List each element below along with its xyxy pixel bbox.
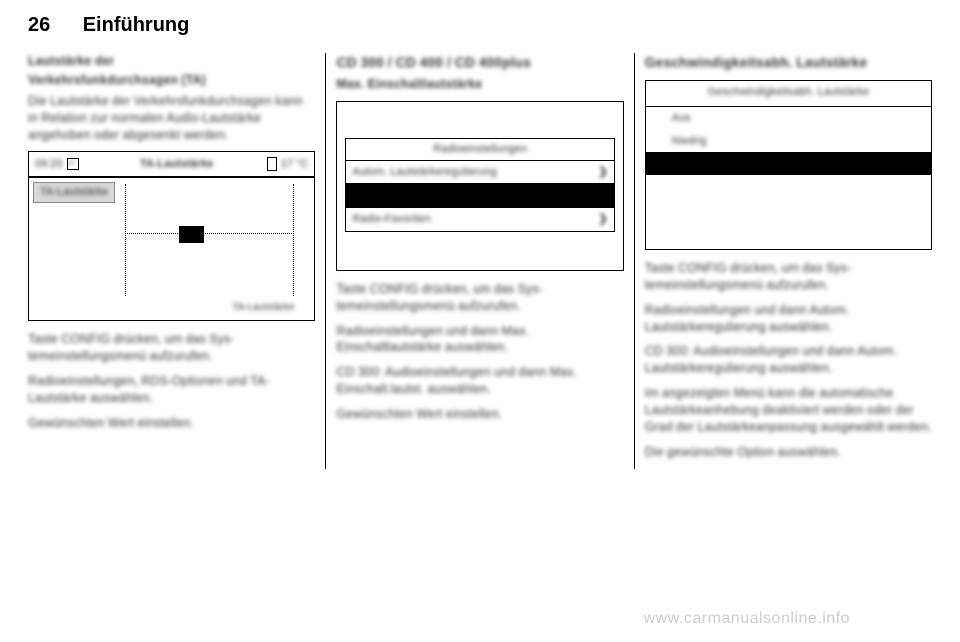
menu-title: Geschwindigkeitsabh. Lautstärke — [646, 81, 931, 107]
col1-text-2: Taste CONFIG drücken, um das Sys­temeins… — [28, 331, 315, 365]
col1-text-3: Radioeinstellungen, RDS-Optionen und TA-… — [28, 373, 315, 407]
radio-label: Mittel — [672, 156, 698, 171]
col1-subhead-2: Verkehrsfunkdurchsagen (TA) — [28, 72, 315, 89]
menu-item[interactable]: Max. Einschaltlautstärke ❯ — [346, 183, 613, 207]
col2-head: CD 300 / CD 400 / CD 400plus — [336, 53, 623, 72]
axis-mid — [125, 233, 294, 234]
column-1: Lautstärke der Verkehrsfunkdurchsagen (T… — [28, 53, 326, 469]
col3-text-1: Taste CONFIG drücken, um das Sys­temeins… — [645, 260, 932, 294]
time-label: 09:20 — [35, 157, 63, 172]
menu-item[interactable]: Autom. Lautstärkeregulierung ❯ — [346, 161, 613, 184]
chevron-right-icon: ❯ — [598, 188, 607, 203]
radio-label: Niedrig — [672, 134, 707, 149]
col1-text-1: Die Lautstärke der Verkehrsfunk­durchsag… — [28, 93, 315, 144]
axis-label: TA-Lautstärke — [232, 301, 294, 315]
menu-item[interactable]: Radio-Favoriten ❯ — [346, 207, 613, 231]
radio-label: Aus — [672, 111, 691, 126]
radio-option[interactable]: Mittel — [646, 152, 931, 175]
column-2: CD 300 / CD 400 / CD 400plus Max. Einsch… — [326, 53, 634, 469]
col3-text-2: Radioeinstellungen und dann Autom. Lauts… — [645, 302, 932, 336]
chapter-title: Einführung — [83, 14, 190, 37]
screenshot-radio-settings: Radioeinstellungen Autom. Lautstärkeregu… — [336, 101, 623, 271]
menu-item-label: Radio-Favoriten — [352, 212, 430, 227]
col2-text-1: Taste CONFIG drücken, um das Sys­temeins… — [336, 281, 623, 315]
radio-icon — [654, 135, 666, 147]
menu-item-label: Max. Einschaltlautstärke — [352, 188, 471, 203]
column-3: Geschwindigkeitsabh. Lautstärke Geschwin… — [635, 53, 932, 469]
temperature-label: 17 °C — [281, 157, 309, 172]
col1-text-4: Gewünschten Wert einstellen. — [28, 415, 315, 432]
col3-text-5: Die gewünschte Option auswählen. — [645, 444, 932, 461]
menu-title: Radioeinstellungen — [346, 139, 613, 161]
radio-icon — [654, 112, 666, 124]
col2-subhead: Max. Einschaltlautstärke — [336, 76, 623, 93]
screen-title: TA-Lautstärke — [87, 157, 267, 172]
page-number: 26 — [28, 14, 50, 37]
slider-value[interactable]: +4 — [179, 226, 204, 243]
col1-subhead-1: Lautstärke der — [28, 53, 315, 70]
col2-text-2: Radioeinstellungen und dann Max. Einscha… — [336, 323, 623, 357]
axis-left — [125, 184, 126, 296]
thermometer-icon — [267, 157, 277, 171]
watermark: www.carmanualsonline.info — [644, 610, 850, 628]
slider-area: TA-Lautstärke +4 TA-Lautstärke — [29, 178, 314, 318]
col3-head: Geschwindigkeitsabh. Lautstärke — [645, 53, 932, 72]
axis-right — [293, 184, 294, 296]
col2-text-3: CD 300: Audioeinstellungen und dann Max.… — [336, 364, 623, 398]
content-columns: Lautstärke der Verkehrsfunkdurchsagen (T… — [0, 43, 960, 469]
screenshot-ta-volume: 09:20 TA-Lautstärke 17 °C TA-Lautstärke … — [28, 151, 315, 321]
col3-text-3: CD 300: Audioeinstellungen und dann Auto… — [645, 343, 932, 377]
check-icon — [67, 158, 79, 170]
radio-option[interactable]: Aus — [646, 107, 931, 130]
radio-icon — [654, 158, 666, 170]
page-header: 26 Einführung — [0, 0, 960, 43]
radio-option[interactable]: Niedrig — [646, 130, 931, 153]
menu-item-label: Autom. Lautstärkeregulierung — [352, 165, 496, 180]
chevron-right-icon: ❯ — [598, 165, 607, 180]
chevron-right-icon: ❯ — [598, 212, 607, 227]
menu-box: Radioeinstellungen Autom. Lautstärkeregu… — [345, 138, 614, 232]
col3-text-4: Im angezeigten Menü kann die auto­matisc… — [645, 385, 932, 436]
screenshot-speed-volume: Geschwindigkeitsabh. Lautstärke Aus Niedr… — [645, 80, 932, 250]
status-bar: 09:20 TA-Lautstärke 17 °C — [29, 152, 314, 176]
col2-text-4: Gewünschten Wert einstellen. — [336, 406, 623, 423]
tab-ta-volume[interactable]: TA-Lautstärke — [33, 182, 115, 203]
